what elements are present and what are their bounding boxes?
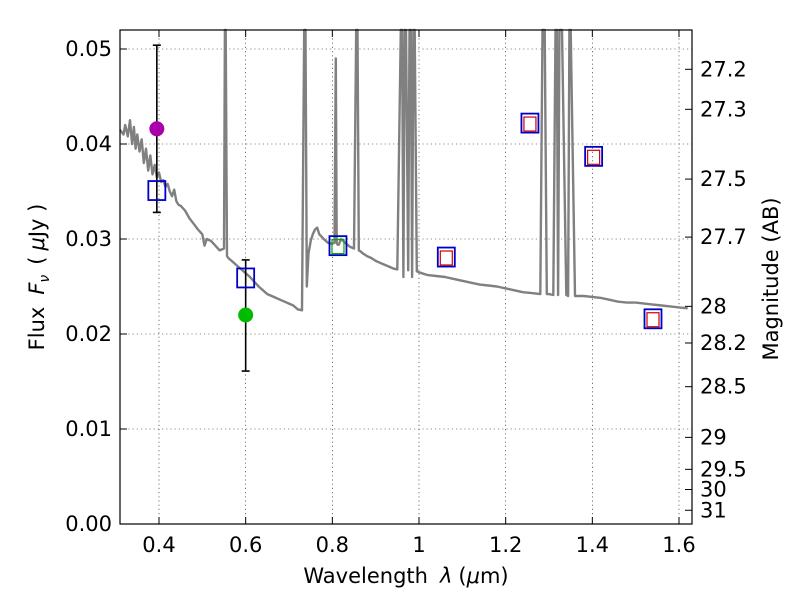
model-flux-square — [587, 149, 601, 165]
model-flux-square — [523, 116, 537, 132]
x-tick-label: 0.4 — [142, 533, 175, 557]
marker-layer — [147, 112, 663, 330]
x-ticks: 0.4 0.6 0.8 1 1.2 1.4 1.6 — [142, 30, 696, 557]
alternate-flux-circle — [149, 121, 165, 137]
observed-flux-square — [147, 180, 167, 201]
x-axis-label: Wavelength λ (μm) — [303, 564, 508, 588]
y-tick-label: 0.00 — [65, 512, 112, 536]
magnitude-tick-label: 28.2 — [700, 331, 747, 355]
y-tick-label: 0.04 — [65, 132, 112, 156]
observed-flux-square — [520, 112, 540, 134]
model-flux-square — [331, 239, 345, 255]
y-tick-label: 0.03 — [65, 227, 112, 251]
x-tick-label: 1 — [412, 533, 425, 557]
x-tick-label: 1.2 — [489, 533, 522, 557]
magnitude-tick-label: 27.7 — [700, 225, 747, 249]
y-ticks: 0.00 0.01 0.02 0.03 0.04 0.05 — [65, 37, 127, 536]
y-tick-label: 0.02 — [65, 322, 112, 346]
magnitude-tick-label: 27.3 — [700, 97, 747, 121]
model-flux-square — [646, 312, 660, 328]
observed-flux-square — [643, 308, 663, 330]
magnitude-tick-label: 29.5 — [700, 457, 747, 481]
errorbar-layer — [152, 44, 250, 372]
magnitude-tick-label: 28 — [700, 294, 727, 318]
alternate-flux-circle — [238, 307, 254, 323]
x-tick-label: 0.8 — [316, 533, 349, 557]
y2-axis-label: Magnitude (AB) — [759, 197, 783, 360]
observed-flux-square — [236, 267, 256, 289]
observed-flux-square — [328, 235, 348, 257]
x-tick-label: 1.6 — [662, 533, 695, 557]
y-tick-label: 0.05 — [65, 37, 112, 61]
observed-flux-square — [584, 145, 604, 167]
plot-frame — [119, 29, 693, 525]
magnitude-tick-label: 27.2 — [700, 57, 747, 81]
x-tick-label: 1.4 — [576, 533, 609, 557]
magnitude-tick-label: 28.5 — [700, 375, 747, 399]
y-tick-label: 0.01 — [65, 417, 112, 441]
magnitude-tick-label: 31 — [700, 498, 727, 522]
observed-flux-square — [436, 246, 456, 268]
magnitude-tick-label: 29 — [700, 425, 727, 449]
y-axis-label: FluxFν(μJy ) — [25, 204, 53, 351]
x-tick-label: 0.6 — [229, 533, 262, 557]
model-spectrum-layer — [119, 28, 688, 312]
model-flux-square — [439, 250, 453, 266]
magnitude-tick-label: 27.5 — [700, 167, 747, 191]
magnitude-tick-label: 30 — [700, 478, 727, 502]
model-spectrum-line — [119, 28, 688, 312]
